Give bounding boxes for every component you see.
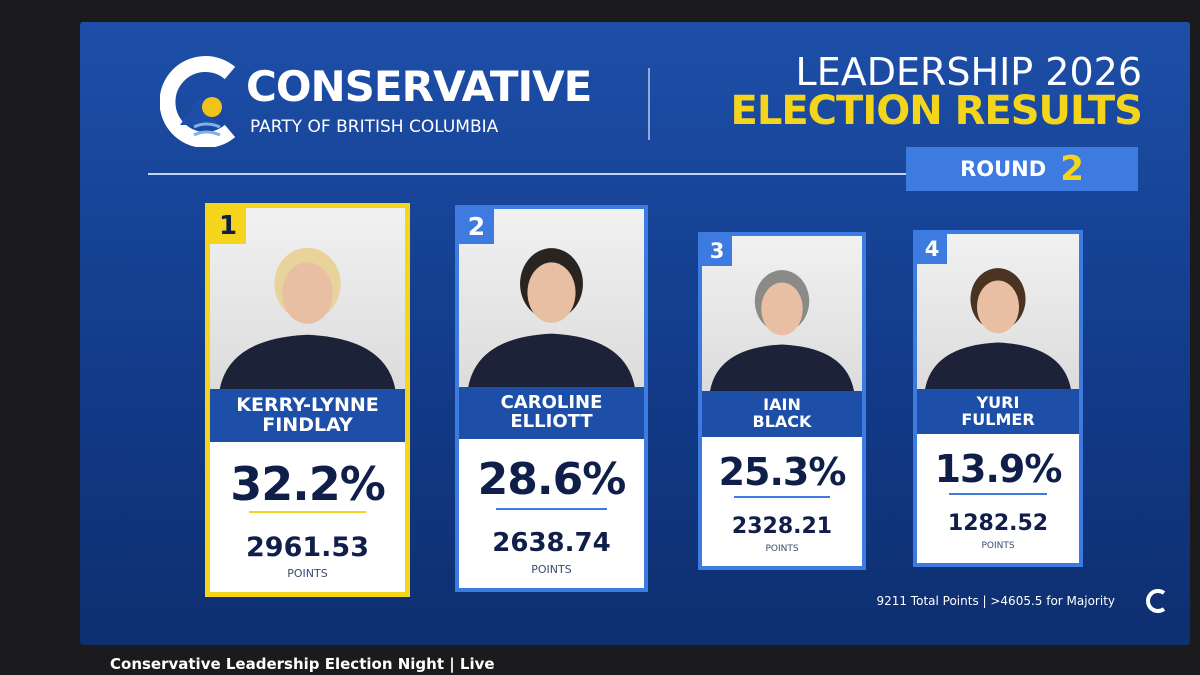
divider	[949, 493, 1047, 496]
points-label: POINTS	[531, 562, 572, 576]
candidate-photo	[210, 208, 405, 389]
points: 2638.74	[492, 528, 611, 559]
round-number: 2	[1060, 149, 1084, 189]
portrait	[219, 247, 396, 389]
candidate-photo	[459, 209, 644, 387]
percent: 28.6%	[477, 453, 627, 505]
party-logo	[160, 56, 236, 147]
name-line: KERRY-LYNNE	[236, 393, 379, 416]
points: 2961.53	[246, 532, 369, 563]
name-band: IAIN BLACK	[702, 391, 862, 437]
percent: 25.3%	[718, 449, 847, 494]
points-label: POINTS	[981, 541, 1015, 552]
portrait	[925, 268, 1071, 389]
rank-badge: 1	[210, 208, 246, 244]
name-line: YURI	[976, 392, 1020, 412]
divider	[249, 511, 366, 513]
title-line-2: ELECTION RESULTS	[730, 88, 1143, 134]
divider	[648, 68, 650, 140]
portrait	[710, 270, 854, 391]
name-band: KERRY-LYNNE FINDLAY	[210, 389, 405, 442]
name-line: CAROLINE	[500, 392, 603, 414]
percent: 13.9%	[934, 446, 1063, 491]
small-logo	[1146, 589, 1166, 613]
title-line-1: LEADERSHIP 2026	[795, 50, 1142, 94]
divider	[496, 507, 607, 510]
name-band: CAROLINE ELLIOTT	[459, 387, 644, 439]
percent: 32.2%	[230, 457, 386, 511]
points-label: POINTS	[287, 566, 328, 580]
points-label: POINTS	[765, 544, 799, 555]
round-box: ROUND 2	[906, 147, 1138, 191]
round-label: ROUND	[960, 157, 1047, 181]
points: 2328.21	[731, 514, 833, 540]
logo-name: CONSERVATIVE	[246, 62, 592, 111]
candidate-card: YURI FULMER 4 13.9% 1282.52 POINTS	[913, 230, 1083, 567]
rule	[148, 173, 908, 175]
candidate-card: KERRY-LYNNE FINDLAY 1 32.2% 2961.53 POINTS	[205, 203, 410, 597]
rank-badge: 2	[459, 209, 494, 244]
candidate-card: CAROLINE ELLIOTT 2 28.6% 2638.74 POINTS	[455, 205, 648, 592]
name-line: IAIN	[763, 395, 801, 415]
points: 1282.52	[947, 511, 1049, 537]
rank-badge: 4	[917, 234, 947, 264]
name-line: ELLIOTT	[510, 411, 593, 432]
name-line: FINDLAY	[262, 413, 353, 436]
logo-subtitle: PARTY OF BRITISH COLUMBIA	[250, 117, 499, 137]
divider	[734, 496, 830, 499]
name-band: YURI FULMER	[917, 389, 1079, 434]
rank-badge: 3	[702, 236, 732, 266]
candidate-card: IAIN BLACK 3 25.3% 2328.21 POINTS	[698, 232, 866, 570]
footer-note: 9211 Total Points | >4605.5 for Majority	[876, 594, 1115, 608]
video-title: Conservative Leadership Election Night |…	[110, 655, 495, 673]
name-line: FULMER	[961, 409, 1035, 429]
name-line: BLACK	[752, 412, 812, 431]
portrait	[468, 248, 635, 387]
